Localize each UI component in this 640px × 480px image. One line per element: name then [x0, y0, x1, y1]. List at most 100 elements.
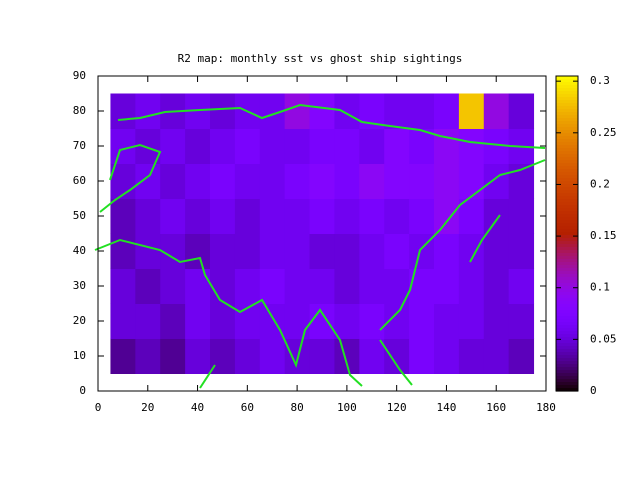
heat-cell: [210, 93, 236, 129]
heat-cell: [259, 233, 286, 269]
colorbar-swatch: [556, 373, 578, 377]
heat-cell: [384, 163, 410, 199]
colorbar-swatch: [556, 160, 578, 164]
x-tick-label: 20: [141, 401, 154, 414]
x-tick-label: 180: [536, 401, 556, 414]
heat-cell: [110, 338, 136, 374]
colorbar-swatch: [556, 124, 578, 128]
heat-cell: [384, 93, 410, 129]
x-tick-label: 80: [290, 401, 303, 414]
heat-cell: [434, 268, 460, 304]
colorbar-swatch: [556, 274, 578, 278]
colorbar-swatch: [556, 163, 578, 167]
coastline: [94, 238, 363, 387]
colorbar-swatch: [556, 217, 578, 221]
colorbar-swatch: [556, 181, 578, 185]
heat-cell: [409, 338, 435, 374]
colorbar-swatch: [556, 250, 578, 254]
heat-cell: [185, 268, 211, 304]
heat-cell: [458, 338, 485, 374]
colorbar-swatch: [556, 319, 578, 323]
colorbar-swatch: [556, 298, 578, 302]
heat-cell: [135, 303, 161, 339]
heat-cell: [284, 93, 311, 129]
x-tick-label: 160: [486, 401, 506, 414]
heat-cell: [110, 268, 136, 304]
heat-cell: [284, 303, 311, 339]
heat-cell: [508, 268, 535, 304]
heat-cell: [309, 338, 335, 374]
heat-cell: [409, 303, 435, 339]
colorbar-tick-label: 0.25: [590, 126, 617, 139]
heat-cell: [458, 93, 485, 129]
heat-cell: [359, 163, 385, 199]
y-tick-label: 70: [73, 139, 86, 152]
colorbar-swatch: [556, 277, 578, 281]
heat-cell: [483, 338, 510, 374]
heat-cell: [110, 233, 136, 269]
y-tick-label: 30: [73, 279, 86, 292]
colorbar-swatch: [556, 292, 578, 296]
colorbar-swatch: [556, 118, 578, 122]
heat-cell: [110, 93, 136, 129]
colorbar-swatch: [556, 244, 578, 248]
x-tick-label: 120: [387, 401, 407, 414]
colorbar-swatch: [556, 175, 578, 179]
heat-cell: [384, 198, 410, 234]
heat-cell: [110, 163, 136, 199]
heat-cell: [334, 93, 360, 129]
colorbar-swatch: [556, 334, 578, 338]
heatmap: [110, 93, 535, 374]
colorbar-swatch: [556, 289, 578, 293]
colorbar-swatch: [556, 196, 578, 200]
heat-cell: [160, 198, 186, 234]
heat-cell: [234, 303, 261, 339]
heat-cell: [508, 303, 535, 339]
heat-cell: [359, 268, 385, 304]
colorbar-swatch: [556, 265, 578, 269]
colorbar-swatch: [556, 325, 578, 329]
colorbar-swatch: [556, 232, 578, 236]
heat-cell: [483, 268, 510, 304]
heat-cell: [309, 268, 335, 304]
colorbar-swatch: [556, 184, 578, 188]
colorbar-swatch: [556, 94, 578, 98]
colorbar-swatch: [556, 172, 578, 176]
heat-cell: [409, 163, 435, 199]
heat-cell: [409, 268, 435, 304]
heat-cell: [284, 233, 311, 269]
colorbar-swatch: [556, 241, 578, 245]
heat-cell: [434, 198, 460, 234]
heat-cell: [458, 233, 485, 269]
colorbar-swatch: [556, 346, 578, 350]
heat-cell: [483, 163, 510, 199]
colorbar-swatch: [556, 142, 578, 146]
heat-cell: [434, 163, 460, 199]
heat-cell: [434, 303, 460, 339]
heat-cell: [458, 268, 485, 304]
heat-cell: [334, 303, 360, 339]
colorbar-swatch: [556, 322, 578, 326]
colorbar-swatch: [556, 100, 578, 104]
y-tick-label: 80: [73, 104, 86, 117]
chart-title: R2 map: monthly sst vs ghost ship sighti…: [178, 52, 463, 65]
colorbar-swatch: [556, 382, 578, 386]
heat-cell: [110, 198, 136, 234]
y-tick-label: 10: [73, 349, 86, 362]
heat-cell: [483, 303, 510, 339]
colorbar-swatch: [556, 82, 578, 86]
colorbar-swatch: [556, 364, 578, 368]
y-tick-label: 0: [79, 384, 86, 397]
colorbar-swatch: [556, 229, 578, 233]
heat-cell: [334, 128, 360, 164]
colorbar-swatch: [556, 313, 578, 317]
colorbar-swatch: [556, 157, 578, 161]
colorbar-swatch: [556, 154, 578, 158]
colorbar-swatch: [556, 136, 578, 140]
heat-cell: [160, 128, 186, 164]
heat-cell: [309, 163, 335, 199]
colorbar-swatch: [556, 238, 578, 242]
heat-cell: [259, 128, 286, 164]
heat-cell: [458, 303, 485, 339]
